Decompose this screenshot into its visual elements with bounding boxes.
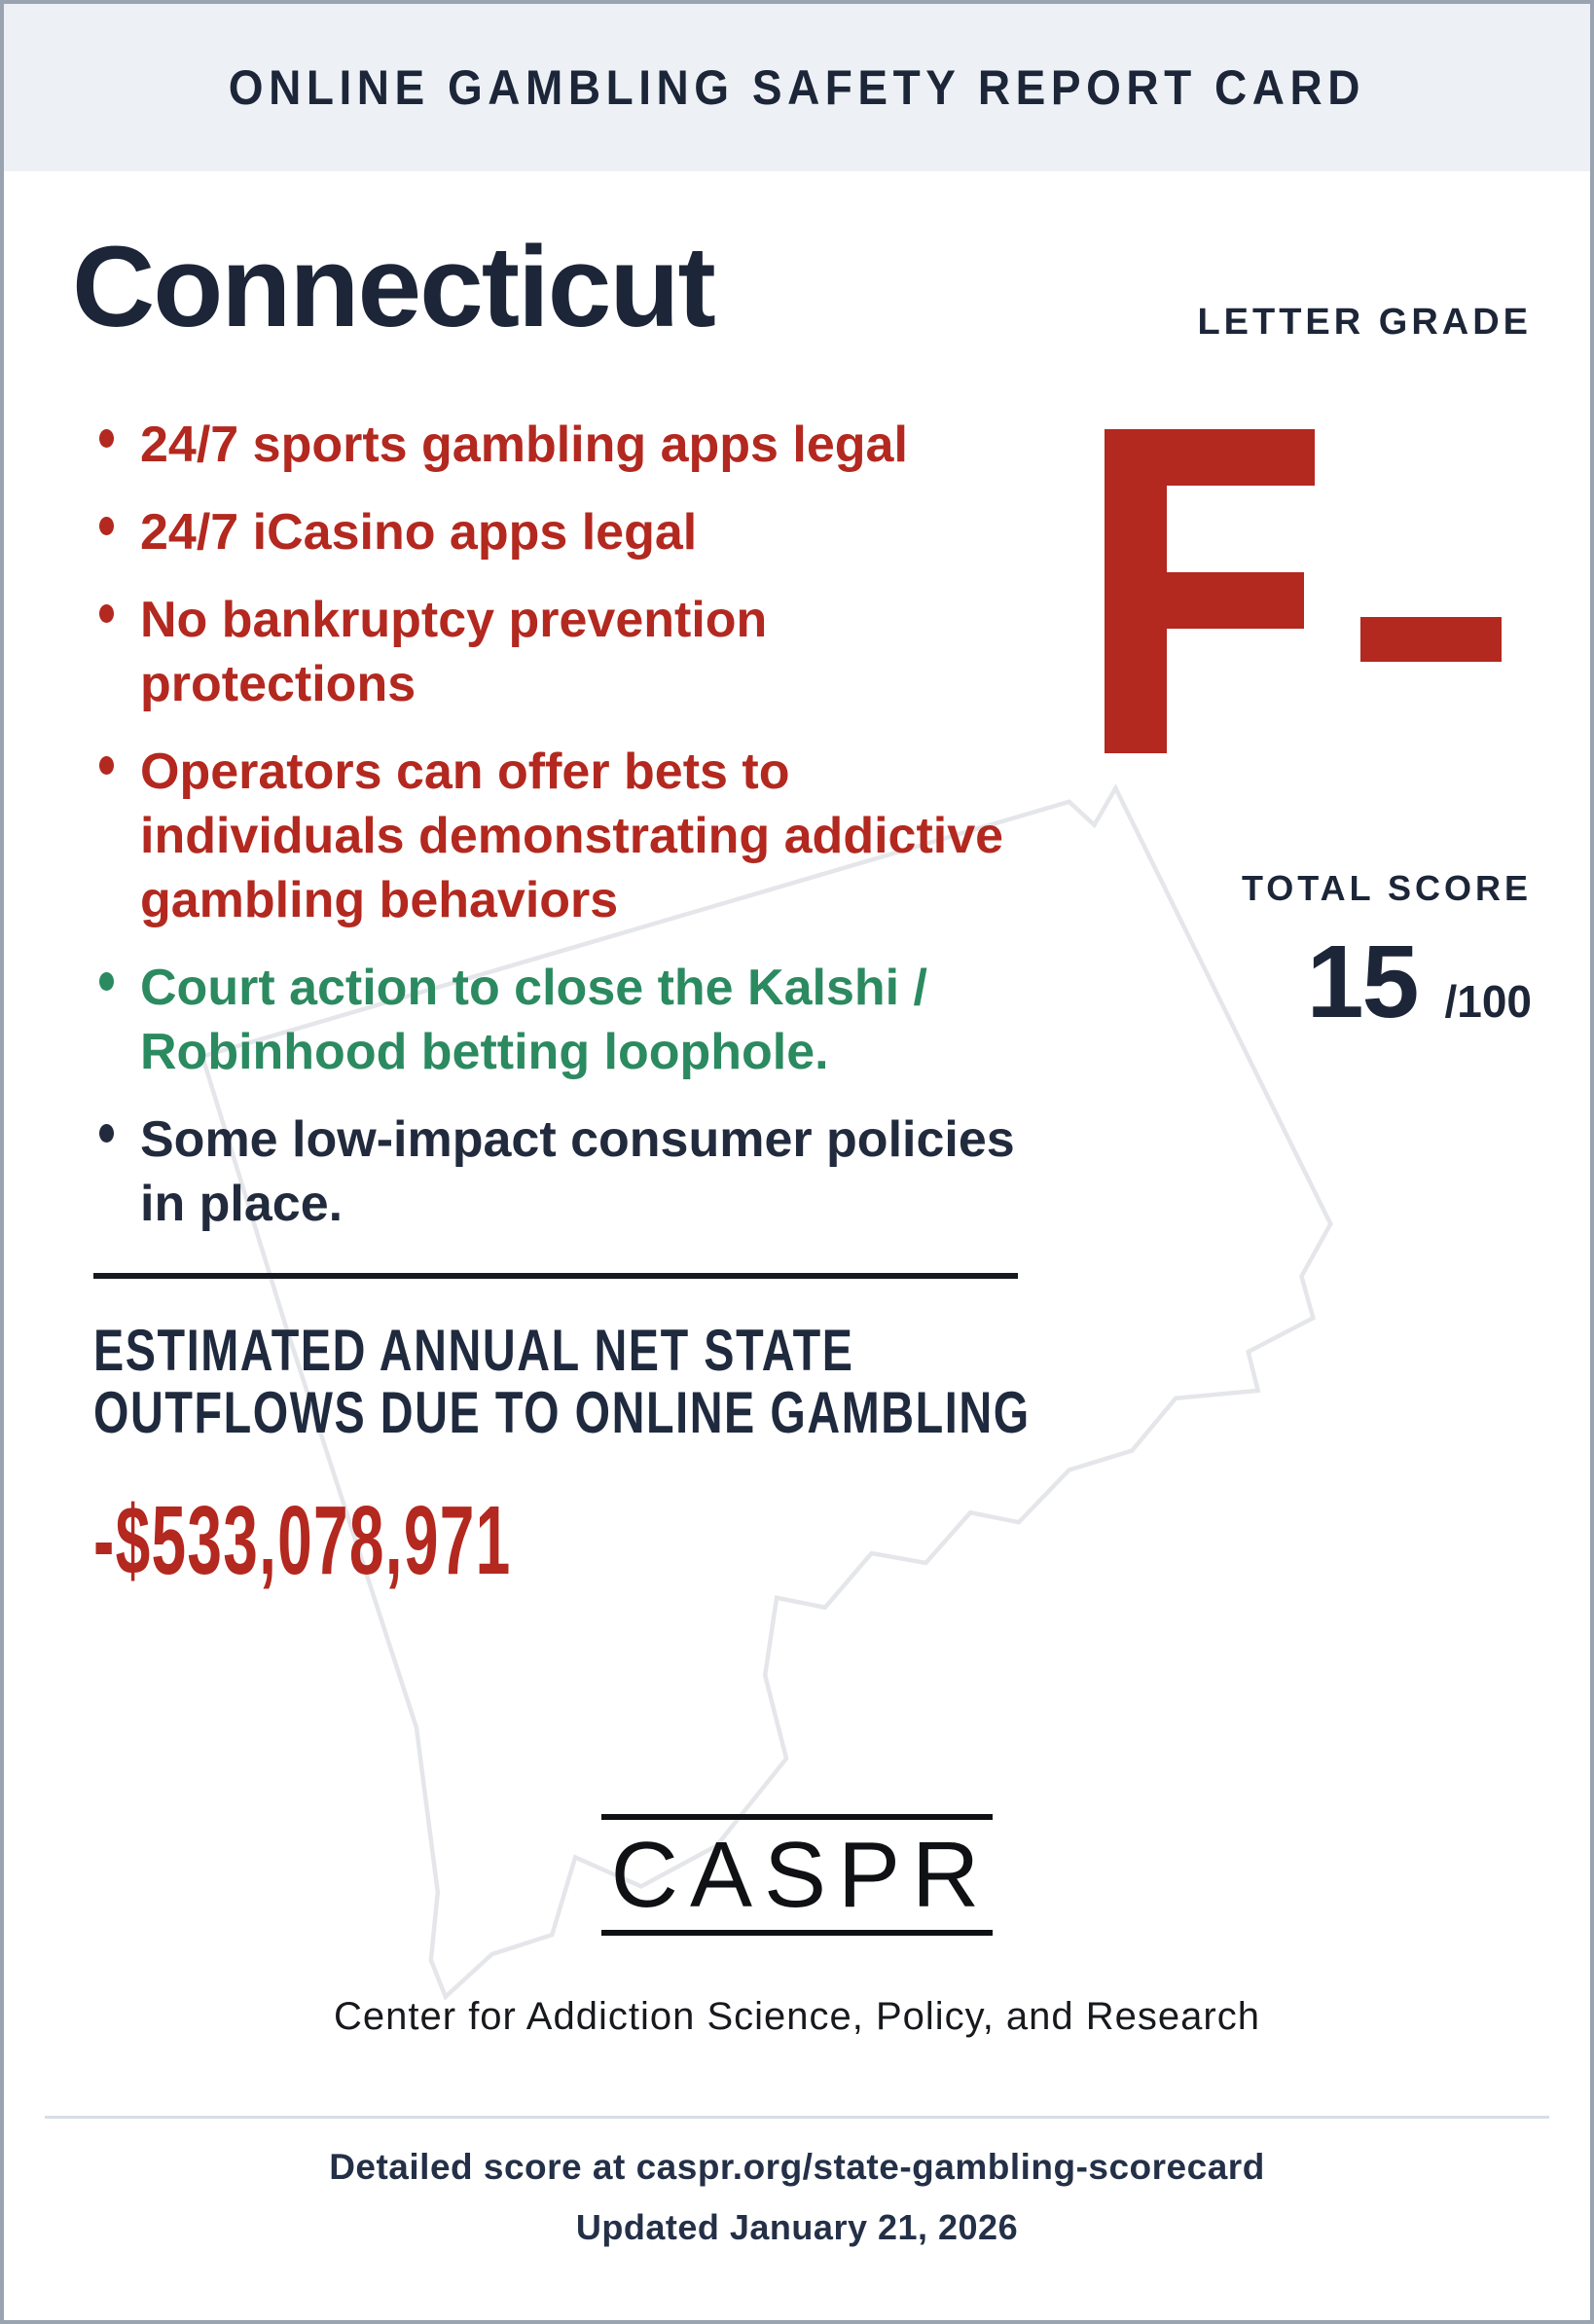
list-item-line: protections	[140, 656, 417, 712]
outflows-label-line1: ESTIMATED ANNUAL NET STATE	[93, 1318, 854, 1383]
bullet-dot-icon	[99, 1124, 114, 1143]
total-score-value: 15	[1306, 925, 1420, 1039]
state-outline-path	[199, 783, 1333, 2001]
list-item-line: Operators can offer bets to	[140, 744, 790, 800]
list-item-line: 24/7 sports gambling apps legal	[140, 417, 908, 473]
caspr-logo: CASPR	[601, 1814, 993, 1937]
bullet-dot-icon	[99, 972, 114, 991]
footer-score-url: Detailed score at caspr.org/state-gambli…	[329, 2147, 1265, 2187]
list-item-line: gambling behaviors	[140, 872, 619, 928]
connecticut-outline-map	[199, 783, 1333, 2001]
footer-divider	[45, 2116, 1549, 2119]
list-item: 24/7 sports gambling apps legal	[97, 413, 1129, 477]
list-item-line: Court action to close the Kalshi /	[140, 960, 927, 1016]
outflows-label-line2: OUTFLOWS DUE TO ONLINE GAMBLING	[93, 1380, 1031, 1445]
grade-f-mid-arm-shape	[1105, 572, 1304, 629]
total-score: 15 /100	[1307, 930, 1532, 1034]
outflows-label: ESTIMATED ANNUAL NET STATE OUTFLOWS DUE …	[93, 1320, 1031, 1444]
list-item: No bankruptcy prevention protections	[97, 588, 1129, 716]
section-divider	[93, 1273, 1018, 1279]
state-name-heading: Connecticut	[72, 223, 716, 351]
footer-updated-date: Updated January 21, 2026	[575, 2207, 1019, 2247]
grade-f-top-arm-shape	[1105, 429, 1315, 486]
report-card-title: ONLINE GAMBLING SAFETY REPORT CARD	[228, 60, 1366, 115]
header-band: ONLINE GAMBLING SAFETY REPORT CARD	[4, 4, 1590, 171]
bullet-dot-icon	[99, 429, 114, 448]
outflows-value: -$533,078,971	[93, 1486, 512, 1595]
bullet-dot-icon	[99, 756, 114, 775]
list-item-line: Robinhood betting loophole.	[140, 1024, 829, 1080]
bullet-dot-icon	[99, 517, 114, 535]
total-score-label: TOTAL SCORE	[1241, 868, 1532, 908]
list-item-line: Some low-impact consumer policies	[140, 1111, 1015, 1168]
letter-grade-label: LETTER GRADE	[1197, 302, 1532, 343]
logo-bottom-rule	[601, 1930, 993, 1937]
total-score-denominator: /100	[1444, 976, 1532, 1027]
list-item-line: 24/7 iCasino apps legal	[140, 504, 698, 561]
list-item: Operators can offer bets to individuals …	[97, 740, 1129, 932]
bullet-dot-icon	[99, 604, 114, 623]
list-item-line: in place.	[140, 1176, 344, 1232]
list-item-line: individuals demonstrating addictive	[140, 808, 1004, 864]
logo-wordmark: CASPR	[610, 1823, 992, 1927]
list-item: Some low-impact consumer policies in pla…	[97, 1108, 1129, 1236]
logo-top-rule	[601, 1814, 993, 1820]
findings-list: 24/7 sports gambling apps legal 24/7 iCa…	[97, 413, 1129, 1259]
list-item-line: No bankruptcy prevention	[140, 592, 768, 648]
list-item: Court action to close the Kalshi / Robin…	[97, 956, 1129, 1084]
list-item: 24/7 iCasino apps legal	[97, 500, 1129, 564]
logo-tagline: Center for Addiction Science, Policy, an…	[334, 1995, 1260, 2038]
grade-minus-shape	[1360, 617, 1502, 662]
